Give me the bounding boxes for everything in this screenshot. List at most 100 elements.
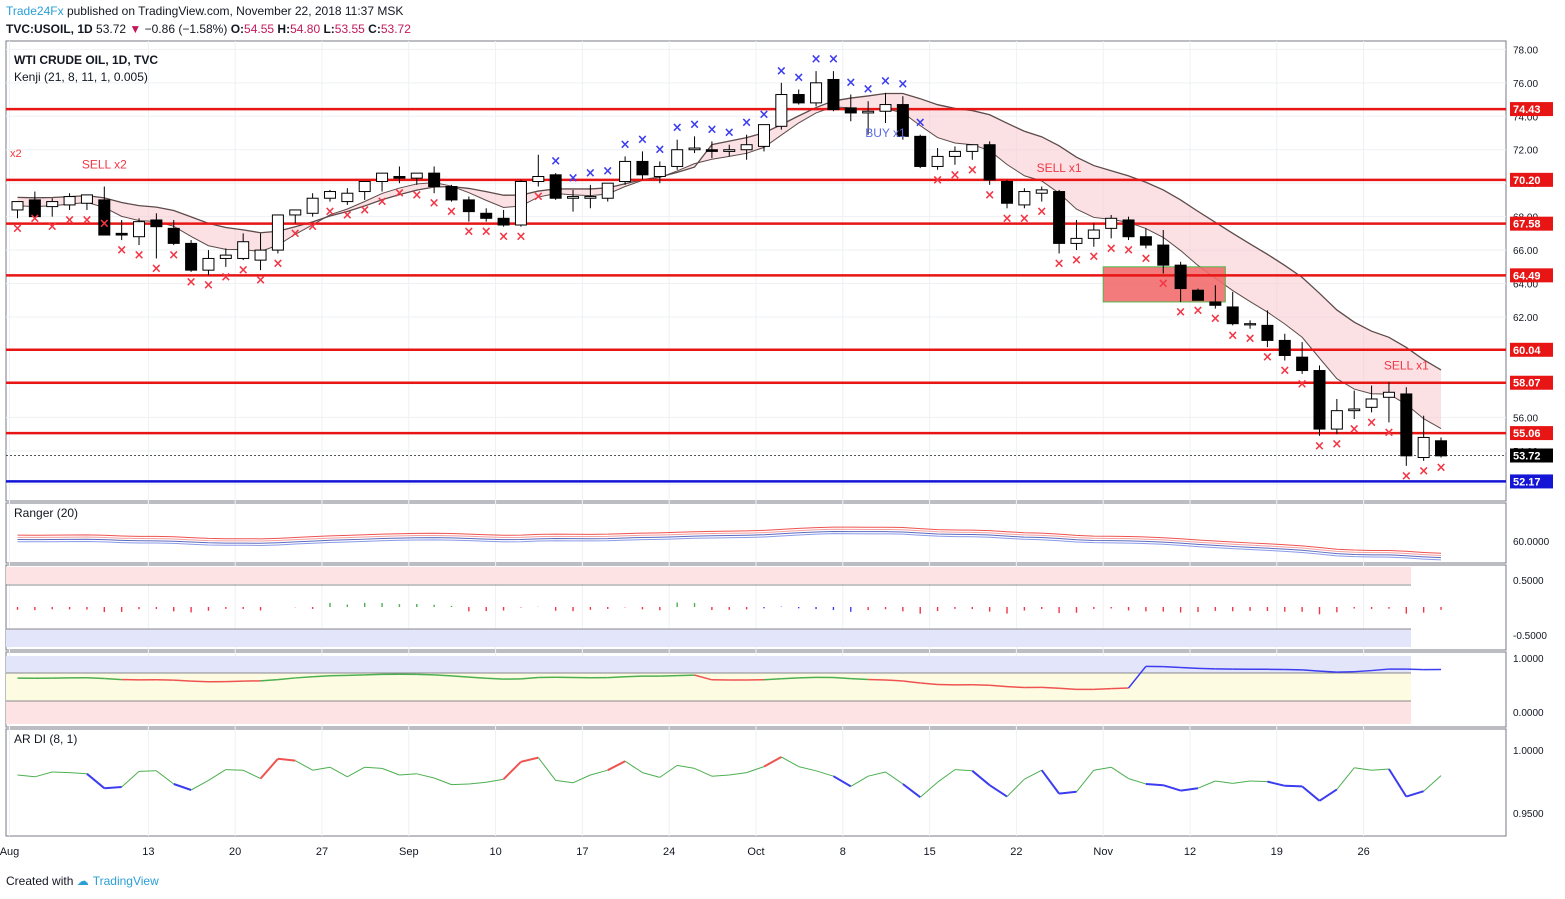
candle-body — [1226, 306, 1239, 325]
ardi-line-segment — [1093, 766, 1112, 771]
x-tick-label: 12 — [1184, 846, 1196, 858]
candle-body — [653, 165, 666, 177]
candle-body — [46, 201, 59, 208]
sell-marker: × — [1158, 277, 1169, 292]
candle-body — [1209, 301, 1222, 306]
brand-link[interactable]: Trade24Fx — [6, 4, 64, 18]
tradingview-link[interactable]: TradingView — [92, 874, 159, 888]
sell-marker: × — [1002, 211, 1013, 226]
last-price-text: 53.72 — [96, 22, 127, 36]
x-tick-label: Aug — [0, 846, 19, 858]
msi-lower-band — [6, 629, 1411, 647]
buy-marker: × — [811, 52, 822, 67]
chart-canvas[interactable]: Aug 13 20 27 Sep 10 17 24 Oct 8 15 22 Nov 12 19 26 78.00… — [0, 0, 1565, 870]
ardi-line-segment — [1250, 780, 1268, 783]
sell-marker: × — [168, 248, 179, 263]
candle-body — [549, 174, 562, 199]
ardi-line-segment — [1336, 767, 1355, 790]
ardi-line-segment — [1388, 768, 1408, 798]
ardi-line-segment — [242, 769, 261, 780]
open-label: O: — [230, 22, 245, 36]
ardi-line-segment — [329, 766, 348, 778]
candle-body — [827, 78, 840, 111]
ardi-line-segment — [1076, 769, 1095, 793]
buy-marker: × — [620, 137, 631, 152]
candle-body — [1139, 236, 1152, 246]
x-tick-label: 17 — [576, 846, 588, 858]
candle-body — [757, 124, 770, 147]
ardi-line-segment — [486, 778, 504, 783]
ardi-line-segment — [208, 769, 227, 781]
candle-body — [1157, 244, 1170, 266]
candle-body — [462, 199, 475, 213]
ardi-line-segment — [433, 777, 452, 786]
price-level-label: 74.43 — [1513, 104, 1541, 116]
buy-marker: × — [793, 71, 804, 86]
msi-upper-band — [6, 567, 1411, 584]
sell-marker: × — [411, 188, 422, 203]
tdi-line-segment — [86, 677, 105, 680]
ardi-tick: 0.9500 — [1513, 809, 1544, 820]
ardi-line-segment — [954, 769, 973, 772]
candle-body — [376, 172, 389, 183]
candle-body — [289, 209, 302, 216]
candle-body — [237, 241, 250, 259]
candle-body — [966, 144, 979, 152]
buy-marker: × — [689, 117, 700, 132]
y-tick-label: 62.00 — [1513, 313, 1538, 324]
ardi-line-segment — [468, 781, 487, 785]
sell-marker: × — [429, 196, 440, 211]
sell-marker: × — [203, 278, 214, 293]
candle-body — [636, 160, 649, 176]
price-level-tag — [1510, 342, 1553, 357]
buy-marker: × — [585, 166, 596, 181]
footer: Created with ☁ TradingView — [6, 874, 159, 888]
ardi-line-segment — [1423, 775, 1442, 792]
tdi-line-segment — [347, 674, 365, 677]
sell-marker: × — [359, 203, 370, 218]
sell-marker: × — [1418, 464, 1429, 479]
tdi-line-segment — [989, 684, 1008, 688]
tdi-line-segment — [1354, 669, 1372, 673]
tdi-line-segment — [868, 678, 886, 681]
sell-marker: × — [238, 263, 249, 278]
ardi-line-segment — [312, 766, 331, 771]
buy-marker: × — [828, 52, 839, 67]
sell-marker: × — [1019, 211, 1030, 226]
ardi-line-segment — [850, 775, 869, 787]
x-tick-label: 19 — [1271, 846, 1283, 858]
sell-marker: × — [272, 256, 283, 271]
candle-body — [1174, 264, 1187, 290]
ardi-line-segment — [1301, 785, 1321, 802]
ardi-line-segment — [277, 757, 296, 762]
candle-body — [948, 150, 961, 157]
x2-label: x2 — [10, 148, 22, 160]
sell-marker: × — [1140, 251, 1151, 266]
sell-marker: × — [290, 226, 301, 241]
candle-body — [1348, 408, 1361, 412]
x-tick-label: 26 — [1357, 846, 1369, 858]
sell-marker: × — [446, 205, 457, 220]
buy-marker: × — [568, 171, 579, 186]
ardi-line-segment — [1215, 780, 1233, 784]
candle-body — [983, 144, 996, 181]
sell-marker: × — [1193, 303, 1204, 318]
ardi-line-segment — [451, 783, 469, 786]
sell-marker: × — [1245, 332, 1256, 347]
tdi-line-segment — [850, 677, 869, 681]
x-tick-label: 10 — [489, 846, 501, 858]
buy-marker: × — [706, 122, 717, 137]
candle-body — [1435, 440, 1448, 457]
sell-marker: × — [1036, 205, 1047, 220]
tdi-mid-band — [6, 673, 1411, 701]
y-tick-label: 74.00 — [1513, 112, 1538, 123]
high-value: 54.80 — [290, 22, 321, 36]
tdi-line-segment — [1163, 665, 1181, 669]
sell-marker: × — [498, 230, 509, 245]
ardi-line-segment — [52, 771, 70, 774]
ardi-line-segment — [1180, 787, 1199, 792]
y-tick-label: 78.00 — [1513, 45, 1538, 56]
candle-body — [567, 196, 580, 199]
x-tick-label: Sep — [399, 846, 419, 858]
ardi-line-segment — [139, 770, 157, 772]
